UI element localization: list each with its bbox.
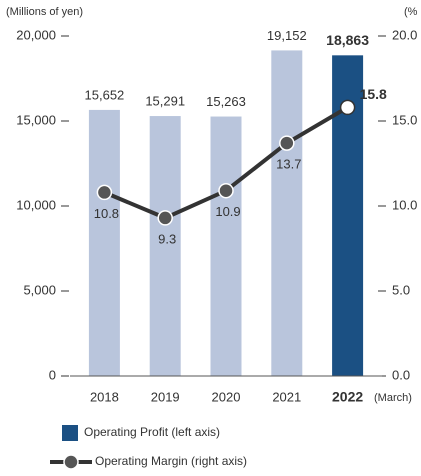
y-tick-label: 0 (49, 367, 56, 382)
bar-value-label: 19,152 (267, 28, 307, 43)
legend-swatch (62, 425, 78, 441)
legend-label: Operating Margin (right axis) (95, 454, 247, 468)
y-tick-label: 15,000 (16, 112, 56, 127)
bar-value-label: 15,652 (85, 87, 125, 102)
bar-value-label: 15,291 (145, 93, 185, 108)
y2-tick-label: 15.0 (392, 112, 417, 127)
line-marker (279, 135, 295, 151)
bar (149, 116, 181, 376)
y2-tick-label: 0.0 (392, 367, 410, 382)
y2-tick-label: 5.0 (392, 282, 410, 297)
legend-label: Operating Profit (left axis) (84, 425, 220, 439)
y2-tick-label: 20.0 (392, 27, 417, 42)
x-tick-label: 2019 (151, 389, 180, 404)
y2-tick-label: 10.0 (392, 197, 417, 212)
y-tick-label: 20,000 (16, 27, 56, 42)
bar-value-label: 18,863 (326, 32, 369, 48)
y-tick-label: 10,000 (16, 197, 56, 212)
line-value-label: 10.8 (94, 206, 119, 221)
line-value-label: 10.9 (215, 204, 240, 219)
bar (210, 116, 242, 377)
y-axis-label: (Millions of yen) (6, 6, 83, 18)
line-marker (339, 99, 356, 116)
x-tick-label: 2022 (332, 389, 363, 405)
line-marker (218, 182, 234, 199)
x-tick-label: 2021 (272, 389, 301, 404)
y2-axis-label: (% (404, 6, 418, 18)
bar-value-label: 15,263 (206, 94, 246, 109)
line-marker (157, 210, 173, 226)
line-marker (96, 184, 113, 201)
bar (271, 50, 303, 376)
bar (88, 109, 120, 376)
legend-marker (63, 454, 79, 470)
line-value-label: 13.7 (276, 157, 301, 172)
x-tick-label: 2020 (212, 389, 241, 404)
line-value-label: 15.8 (360, 86, 387, 102)
y-tick-label: 5,000 (23, 282, 56, 297)
line-value-label: 9.3 (158, 231, 176, 246)
x-axis-label: (March) (374, 392, 412, 404)
x-tick-label: 2018 (90, 389, 119, 404)
